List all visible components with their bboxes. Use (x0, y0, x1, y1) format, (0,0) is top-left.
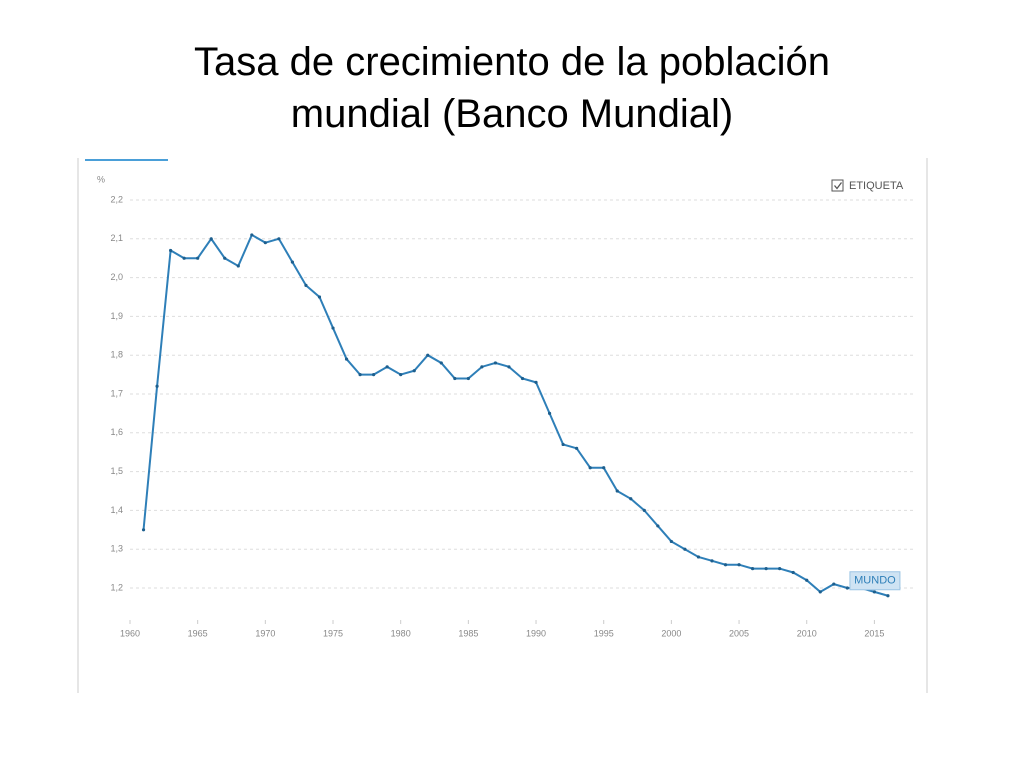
point (764, 567, 768, 571)
y-tick-label: 1,7 (110, 388, 123, 398)
x-tick-label: 1965 (188, 628, 208, 638)
point (263, 241, 267, 245)
x-tick-label: 1990 (526, 628, 546, 638)
point (737, 563, 741, 567)
point (169, 248, 173, 253)
point (141, 528, 146, 532)
y-tick-label: 1,6 (110, 427, 123, 437)
point (250, 233, 254, 237)
point (507, 365, 511, 369)
point (534, 380, 538, 384)
point (547, 411, 552, 415)
x-tick-label: 1985 (458, 628, 478, 638)
point (642, 508, 646, 512)
point (344, 357, 349, 361)
point (209, 237, 213, 241)
x-tick-label: 2005 (729, 628, 749, 638)
y-tick-label: 1,2 (110, 582, 123, 592)
x-tick-label: 1995 (594, 628, 614, 638)
point (575, 446, 579, 450)
series-label-bg (849, 571, 901, 591)
point (331, 326, 335, 330)
point (886, 594, 890, 598)
chart-frame (78, 158, 927, 693)
point (805, 578, 809, 582)
point (385, 365, 389, 369)
x-tick-label: 2010 (797, 628, 817, 638)
point (832, 582, 836, 586)
y-tick-label: 1,8 (110, 350, 123, 360)
point (480, 365, 484, 369)
checkmark (834, 182, 843, 190)
point (493, 361, 498, 365)
point (845, 586, 849, 590)
point (358, 373, 362, 377)
point (520, 376, 525, 381)
x-tick-label: 2000 (661, 628, 681, 638)
point (439, 361, 443, 365)
toggle-label[interactable]: ETIQUETA (849, 180, 904, 192)
point (656, 524, 660, 528)
checkbox[interactable] (831, 179, 844, 192)
point (669, 539, 673, 544)
point (223, 256, 227, 260)
series-label: MUNDO (854, 575, 896, 587)
point (683, 547, 687, 551)
point (629, 497, 633, 501)
y-tick-label: 2,0 (110, 272, 123, 282)
point (466, 376, 470, 381)
y-tick-label: 1,9 (110, 311, 123, 321)
point (372, 373, 376, 377)
point (588, 466, 592, 470)
point (277, 237, 281, 241)
y-tick-label: 1,3 (110, 544, 123, 554)
point (602, 466, 606, 470)
point (317, 295, 322, 299)
x-tick-label: 1980 (391, 628, 411, 638)
y-tick-label: 2,1 (110, 233, 123, 243)
point (710, 559, 714, 563)
point (196, 256, 200, 260)
point (182, 256, 186, 260)
x-tick-label: 2015 (864, 628, 884, 638)
point (750, 567, 755, 571)
point (818, 590, 822, 594)
point (872, 590, 876, 594)
point (155, 384, 159, 388)
x-tick-label: 1960 (120, 628, 140, 638)
y-tick-label: 2,2 (110, 194, 123, 204)
point (778, 567, 782, 571)
x-tick-label: 1975 (323, 628, 343, 638)
point (290, 260, 295, 264)
x-tick-label: 1970 (255, 628, 275, 638)
point (561, 442, 565, 447)
slide-title: Tasa de crecimiento de la población mund… (194, 40, 830, 136)
y-tick-label: 1,4 (110, 505, 123, 515)
point (304, 283, 308, 287)
point (412, 369, 416, 373)
line (142, 233, 889, 597)
y-unit: % (97, 174, 105, 184)
point (791, 570, 795, 575)
point (236, 264, 240, 268)
point (399, 373, 403, 377)
point (723, 563, 728, 567)
y-tick-label: 1,5 (110, 466, 123, 476)
point (696, 555, 701, 559)
point (426, 353, 430, 357)
point (453, 376, 457, 381)
point (615, 489, 619, 493)
